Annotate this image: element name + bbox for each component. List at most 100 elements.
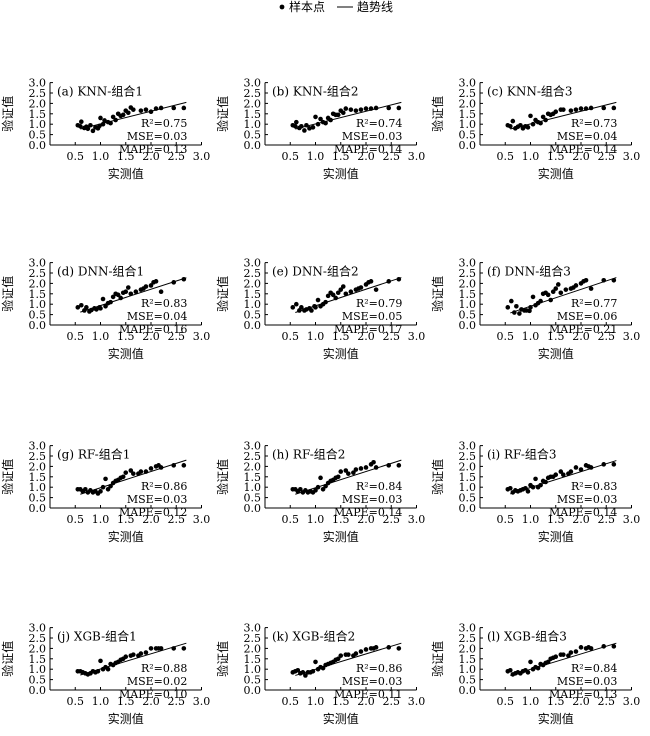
r2-label-d: R²=0.83 [141,297,187,310]
r2-label-b: R²=0.74 [356,117,402,130]
data-point-g [105,486,111,492]
data-point-c [540,114,546,120]
data-point-g [120,474,126,480]
data-point-j [105,666,111,672]
x-tick-label-l: 1.0 [522,695,540,708]
data-point-g [128,468,134,473]
data-point-e [335,290,341,296]
y-tick-label-k: 0.0 [244,684,262,697]
data-point-d [108,299,113,305]
y-tick-label-c: 1.5 [459,108,477,121]
data-point-k [363,647,369,652]
data-point-c [510,118,516,124]
data-point-f [514,303,519,309]
data-point-a [113,117,118,123]
data-point-h [323,483,328,489]
y-tick-label-c: 2.5 [459,87,477,100]
x-tick-label-c: 1.5 [547,150,565,163]
data-point-h [343,468,349,473]
mape-label-b: MAPE=0.14 [334,143,402,156]
data-point-f [601,277,607,283]
data-point-f [545,292,551,298]
data-point-e [348,289,354,295]
data-point-l [561,652,566,657]
data-point-c [583,106,589,111]
data-point-a [131,107,136,112]
data-point-e [325,293,331,299]
x-tick-label-f: 2.5 [598,330,616,343]
data-point-f [558,290,564,296]
data-point-i [533,476,538,482]
data-point-e [290,305,296,310]
r2-label-g: R²=0.86 [141,480,187,493]
x-tick-label-j: 0.5 [67,695,85,708]
x-tick-label-e: 2.0 [357,330,375,343]
data-point-b [340,110,346,116]
y-axis-label-k: 验证值 [215,641,230,677]
mape-label-i: MAPE=0.14 [549,506,617,519]
panel-title-a: (a) KNN-组合1 [57,84,143,99]
data-point-f [527,308,532,314]
data-point-d [153,279,159,284]
y-tick-label-d: 3.0 [29,257,47,270]
x-tick-label-h: 1.0 [307,513,325,526]
y-tick-label-c: 3.0 [459,77,477,90]
x-tick-label-b: 2.0 [357,150,375,163]
panel-h: 0.00.51.01.52.02.53.00.5 1.0 1.5 2.0 2.5 3.0实… [215,440,425,544]
r2-label-i: R²=0.83 [571,480,617,493]
x-tick-label-g: 2.0 [142,513,160,526]
data-point-g [100,484,106,490]
data-point-i [553,472,559,478]
data-point-f [548,297,553,303]
mse-label-g: MSE=0.03 [127,493,188,506]
y-tick-label-b: 1.0 [244,118,262,131]
r2-label-e: R²=0.79 [356,297,402,310]
data-point-j [98,658,103,664]
x-tick-label-b: 3.0 [408,150,426,163]
y-tick-label-g: 1.0 [29,481,47,494]
data-point-d [115,292,121,298]
mse-label-k: MSE=0.03 [342,675,403,688]
y-tick-label-h: 0.0 [244,502,262,515]
panel-title-c: (c) KNN-组合3 [487,84,573,99]
data-point-c [518,122,523,128]
y-tick-label-j: 3.0 [29,622,47,635]
data-point-d [171,280,177,285]
x-tick-label-d: 2.0 [142,330,160,343]
data-point-e [396,276,402,282]
x-tick-label-i: 0.5 [497,513,515,526]
data-point-g [171,463,177,468]
x-tick-label-b: 1.5 [332,150,350,163]
x-axis-label-i: 实测值 [538,529,574,544]
y-tick-label-b: 1.5 [244,108,262,121]
mse-label-j: MSE=0.02 [127,675,188,688]
data-point-f [505,305,511,310]
y-tick-label-k: 1.5 [244,653,262,666]
data-point-c [588,105,594,111]
data-point-i [568,469,574,474]
x-tick-label-k: 1.5 [332,695,350,708]
legend-sample-label: 样本点 [289,0,325,14]
y-tick-label-e: 1.0 [244,298,262,311]
data-point-l [601,644,607,649]
x-tick-label-f: 1.0 [522,330,540,343]
data-point-l [528,659,533,665]
y-tick-label-c: 0.0 [459,139,477,152]
panels: 0.00.51.01.52.02.53.00.5 1.0 1.5 2.0 2.5 3.0实… [0,77,640,726]
y-tick-label-k: 2.0 [244,642,262,655]
x-tick-label-j: 2.5 [168,695,186,708]
y-tick-label-a: 0.0 [29,139,47,152]
data-point-a [100,121,106,127]
r2-label-h: R²=0.84 [356,480,402,493]
y-tick-label-i: 2.5 [459,450,477,463]
data-point-a [78,123,83,129]
x-tick-label-k: 2.5 [383,695,401,708]
mape-label-a: MAPE=0.13 [119,143,187,156]
data-point-f [530,294,536,300]
data-point-h [320,486,326,492]
x-tick-label-g: 0.5 [67,513,85,526]
data-point-a [158,105,164,111]
mape-label-k: MAPE=0.11 [334,688,402,701]
data-point-e [373,287,379,292]
data-point-e [340,284,346,289]
